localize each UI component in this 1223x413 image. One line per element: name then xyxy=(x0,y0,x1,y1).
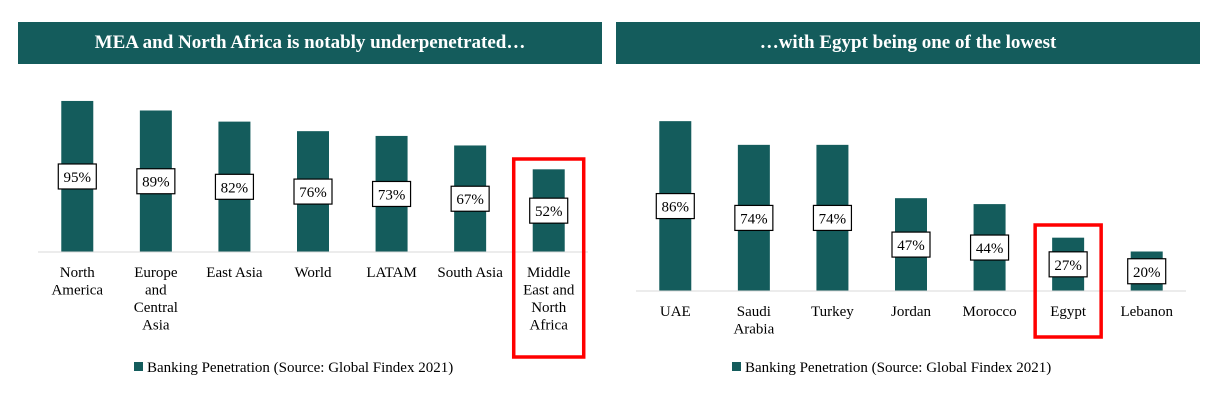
data-label-box xyxy=(812,204,853,232)
category-label: Middle East and North Africa xyxy=(523,265,575,334)
chart-panel-right: …with Egypt being one of the lowest 86% 7… xyxy=(616,0,1200,413)
category-label: Europe and Central Asia xyxy=(134,265,178,334)
chart-title-right: …with Egypt being one of the lowest xyxy=(616,22,1200,64)
data-label-text: 73% xyxy=(378,187,406,203)
category-label: North America xyxy=(51,265,103,299)
highlight-box xyxy=(1033,223,1103,339)
bar-chart-right: 86% 74% 74% 47% 44% 27% 20% UAE Saudi Arabia Turke… xyxy=(636,121,1186,339)
data-label: 52% xyxy=(529,197,569,224)
data-label-box xyxy=(891,231,931,258)
data-label-box xyxy=(214,173,255,200)
bars: 86% 74% 74% 47% 44% 27% 20% xyxy=(655,121,1167,292)
data-label: 67% xyxy=(450,185,490,212)
category-label: East Asia xyxy=(206,265,263,281)
data-label: 20% xyxy=(1127,258,1167,285)
category-label: Egypt xyxy=(1050,304,1087,320)
category-label: Saudi Arabia xyxy=(733,304,774,338)
data-label-text: 67% xyxy=(456,192,484,208)
category-label: UAE xyxy=(660,304,691,320)
data-label: 27% xyxy=(1048,251,1088,278)
data-label-text: 20% xyxy=(1133,265,1161,281)
data-label: 74% xyxy=(734,204,774,232)
data-label-text: 74% xyxy=(819,211,847,227)
data-label-text: 74% xyxy=(740,211,768,227)
data-label-text: 76% xyxy=(299,185,327,201)
data-label-text: 89% xyxy=(142,175,170,191)
data-label-box xyxy=(371,180,412,208)
legend-swatch-icon xyxy=(134,362,143,371)
data-label-text: 82% xyxy=(221,180,249,196)
data-label-text: 44% xyxy=(976,241,1004,257)
data-label-box xyxy=(969,234,1010,261)
data-label-text: 47% xyxy=(897,238,925,254)
data-label-text: 27% xyxy=(1054,258,1082,274)
data-label-text: 86% xyxy=(662,200,690,216)
data-label: 95% xyxy=(57,163,97,190)
data-label-box xyxy=(57,163,97,190)
data-label-box xyxy=(293,178,333,205)
category-labels: UAE Saudi Arabia Turkey Jordan Morocco Egypt Le… xyxy=(660,304,1174,338)
data-label: 74% xyxy=(812,204,853,232)
category-label: World xyxy=(294,265,332,281)
data-label: 82% xyxy=(214,173,255,200)
data-label-box xyxy=(450,185,490,212)
data-label-box xyxy=(1127,258,1167,285)
legend-right: Banking Penetration (Source: Global Find… xyxy=(732,360,1051,377)
category-label: LATAM xyxy=(366,265,416,281)
legend-left: Banking Penetration (Source: Global Find… xyxy=(134,360,453,377)
category-label: Lebanon xyxy=(1120,304,1173,320)
data-label: 47% xyxy=(891,231,931,258)
category-labels: North America Europe and Central Asia East Asi… xyxy=(51,265,574,334)
data-label: 44% xyxy=(969,234,1010,261)
category-label: South Asia xyxy=(437,265,503,281)
data-label: 86% xyxy=(655,192,695,220)
data-label-box xyxy=(136,168,176,195)
bar-chart-left: 95% 89% 82% 76% 73% 67% 52% North America Europe a… xyxy=(38,100,588,359)
data-label-box xyxy=(1048,251,1088,278)
data-label-box xyxy=(734,204,774,232)
highlight-box xyxy=(511,157,586,359)
bars: 95% 89% 82% 76% 73% 67% 52% xyxy=(57,100,569,253)
chart-panel-left: MEA and North Africa is notably underpen… xyxy=(18,0,602,413)
chart-title-left: MEA and North Africa is notably underpen… xyxy=(18,22,602,64)
data-label: 73% xyxy=(371,180,412,208)
legend-swatch-icon xyxy=(732,362,741,371)
category-label: Morocco xyxy=(962,304,1016,320)
data-label: 89% xyxy=(136,168,176,195)
data-label-text: 52% xyxy=(535,204,563,220)
category-label: Turkey xyxy=(811,304,854,320)
legend-label-right: Banking Penetration (Source: Global Find… xyxy=(745,360,1052,376)
category-label: Jordan xyxy=(891,304,931,320)
data-label-box xyxy=(655,192,695,220)
data-label: 76% xyxy=(293,178,333,205)
data-label-text: 95% xyxy=(64,170,92,186)
data-label-box xyxy=(529,197,569,224)
legend-label-left: Banking Penetration (Source: Global Find… xyxy=(147,360,454,376)
